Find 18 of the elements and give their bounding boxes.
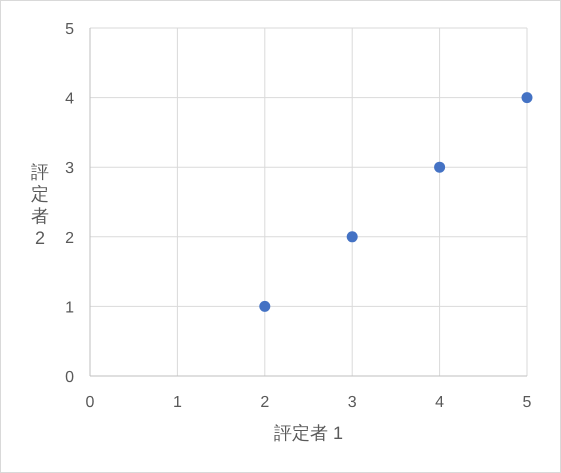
y-tick-label: 4 (65, 90, 74, 108)
y-axis-title: 評定者 2 (31, 162, 49, 248)
x-axis-title: 評定者 1 (274, 423, 344, 443)
y-tick-label: 5 (65, 21, 74, 38)
x-tick-label: 2 (260, 394, 270, 411)
x-tick-label: 1 (172, 394, 182, 411)
y-tick-label: 2 (65, 230, 74, 247)
y-tick-label: 1 (65, 299, 74, 316)
x-tick-label: 4 (435, 394, 444, 411)
point (522, 92, 532, 104)
y-tick-label: 0 (65, 369, 74, 386)
x-tick-label: 3 (348, 394, 357, 411)
point (259, 300, 270, 312)
point (346, 231, 358, 242)
y-tick-label: 3 (65, 160, 74, 178)
point (434, 162, 446, 173)
x-tick-label: 5 (522, 394, 532, 411)
x-tick-label: 0 (86, 394, 95, 411)
